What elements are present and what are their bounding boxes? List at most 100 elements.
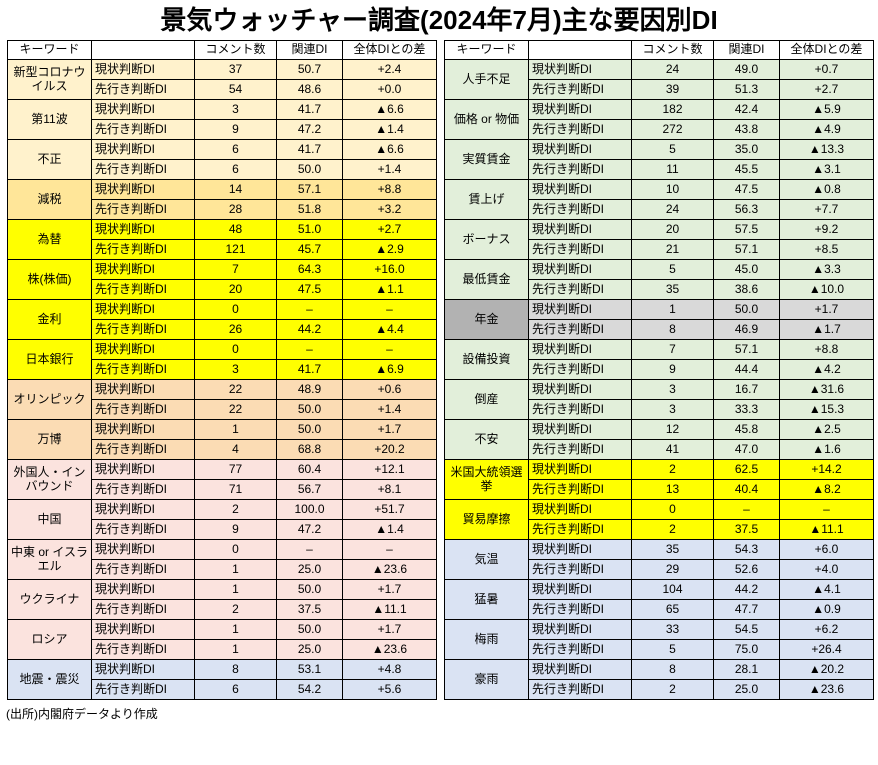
comments-value: 0 <box>194 539 277 561</box>
comments-value: 48 <box>194 219 277 241</box>
judgment-label: 現状判断DI <box>91 139 195 161</box>
comments-value: 24 <box>631 59 714 81</box>
diff-value: +8.8 <box>779 339 874 361</box>
diff-value: ▲4.9 <box>779 119 874 141</box>
comments-value: 20 <box>194 279 277 301</box>
diff-value: – <box>779 499 874 521</box>
diff-value: +1.7 <box>779 299 874 321</box>
comments-value: 4 <box>194 439 277 461</box>
table-row: 中東 or イスラエル 現状判断DI 0– – <box>7 539 437 581</box>
judgment-label: 先行き判断DI <box>528 519 632 541</box>
di-value: 44.4 <box>713 359 780 381</box>
keyword-cell: 不安 <box>444 419 529 461</box>
table-row: 先行き判断DI 2 25.0 ▲23.6 <box>445 679 874 701</box>
di-value: 45.7 <box>276 239 343 261</box>
table-row: 先行き判断DI 5 75.0 +26.4 <box>445 639 874 661</box>
comments-value: 0 <box>631 499 714 521</box>
diff-value: +1.4 <box>342 159 437 181</box>
table-row: 先行き判断DI 121 45.7 ▲2.9 <box>8 239 437 261</box>
comments-value: 0 <box>194 339 277 361</box>
di-value: 57.5 <box>713 219 780 241</box>
table-row: 先行き判断DI 9 47.2 ▲1.4 <box>8 519 437 541</box>
comments-value: 8 <box>194 659 277 681</box>
comments-value: 41 <box>631 439 714 461</box>
di-value: 50.0 <box>276 619 343 641</box>
comments-value: 6 <box>194 679 277 701</box>
table-row: ロシア 現状判断DI 1 50.0 +1.7 <box>7 619 437 661</box>
comments-value: 28 <box>194 199 277 221</box>
column-header-di: 関連DI <box>276 40 343 61</box>
di-value: 45.0 <box>713 259 780 281</box>
header-row: キーワード コメント数 関連DI 全体DIとの差 <box>7 40 437 61</box>
di-value: 47.7 <box>713 599 780 621</box>
di-value: 47.5 <box>276 279 343 301</box>
comments-value: 37 <box>194 59 277 81</box>
keyword-cell: 減税 <box>7 179 92 221</box>
keyword-cell: 金利 <box>7 299 92 341</box>
diff-value: ▲20.2 <box>779 659 874 681</box>
keyword-cell: 人手不足 <box>444 59 529 101</box>
comments-value: 9 <box>194 519 277 541</box>
diff-value: +6.0 <box>779 539 874 561</box>
judgment-label: 先行き判断DI <box>528 199 632 221</box>
table-row: 金利 現状判断DI 0– – <box>7 299 437 341</box>
table-row: 新型コロナウイルス 現状判断DI 37 50.7 +2.4 <box>7 59 437 101</box>
judgment-label: 現状判断DI <box>91 579 195 601</box>
keyword-cell: 年金 <box>444 299 529 341</box>
judgment-label: 現状判断DI <box>91 299 195 321</box>
di-value: 48.9 <box>276 379 343 401</box>
judgment-label: 現状判断DI <box>91 499 195 521</box>
judgment-label: 先行き判断DI <box>91 639 195 661</box>
diff-value: +26.4 <box>779 639 874 661</box>
diff-value: +5.6 <box>342 679 437 701</box>
table-row: 梅雨 現状判断DI 33 54.5 +6.2 <box>444 619 874 661</box>
judgment-label: 先行き判断DI <box>91 679 195 701</box>
di-value: – <box>276 299 343 321</box>
di-value: 41.7 <box>276 139 343 161</box>
di-value: 62.5 <box>713 459 780 481</box>
diff-value: +0.7 <box>779 59 874 81</box>
di-value: 54.3 <box>713 539 780 561</box>
table-row: 先行き判断DI 8 46.9 ▲1.7 <box>445 319 874 341</box>
judgment-label: 先行き判断DI <box>528 399 632 421</box>
column-header-diff: 全体DIとの差 <box>342 40 437 61</box>
table-row: 人手不足 現状判断DI 24 49.0 +0.7 <box>444 59 874 101</box>
comments-value: 71 <box>194 479 277 501</box>
diff-value: ▲1.6 <box>779 439 874 461</box>
di-value: 75.0 <box>713 639 780 661</box>
table-row: 外国人・インバウンド 現状判断DI 77 60.4 +12.1 <box>7 459 437 501</box>
comments-value: 22 <box>194 399 277 421</box>
di-value: 41.7 <box>276 359 343 381</box>
judgment-label: 先行き判断DI <box>91 79 195 101</box>
diff-value: ▲11.1 <box>779 519 874 541</box>
diff-value: ▲23.6 <box>342 559 437 581</box>
diff-value: ▲6.6 <box>342 99 437 121</box>
table-row: 先行き判断DI 65 47.7 ▲0.9 <box>445 599 874 621</box>
judgment-label: 現状判断DI <box>91 339 195 361</box>
comments-value: 35 <box>631 539 714 561</box>
di-value: 47.0 <box>713 439 780 461</box>
table-row: 先行き判断DI 272 43.8 ▲4.9 <box>445 119 874 141</box>
diff-value: ▲2.9 <box>342 239 437 261</box>
judgment-label: 現状判断DI <box>528 339 632 361</box>
comments-value: 5 <box>631 259 714 281</box>
comments-value: 1 <box>194 579 277 601</box>
di-value: – <box>276 339 343 361</box>
comments-value: 77 <box>194 459 277 481</box>
column-header-comments: コメント数 <box>631 40 714 61</box>
judgment-label: 現状判断DI <box>91 619 195 641</box>
column-header-judgment <box>528 40 632 61</box>
judgment-label: 現状判断DI <box>91 59 195 81</box>
comments-value: 13 <box>631 479 714 501</box>
judgment-label: 先行き判断DI <box>528 159 632 181</box>
column-header-di: 関連DI <box>713 40 780 61</box>
keyword-cell: 不正 <box>7 139 92 181</box>
comments-value: 33 <box>631 619 714 641</box>
comments-value: 2 <box>194 599 277 621</box>
table-row: ボーナス 現状判断DI 20 57.5 +9.2 <box>444 219 874 261</box>
di-value: 51.8 <box>276 199 343 221</box>
comments-value: 1 <box>194 619 277 641</box>
comments-value: 22 <box>194 379 277 401</box>
judgment-label: 現状判断DI <box>91 179 195 201</box>
comments-value: 6 <box>194 139 277 161</box>
